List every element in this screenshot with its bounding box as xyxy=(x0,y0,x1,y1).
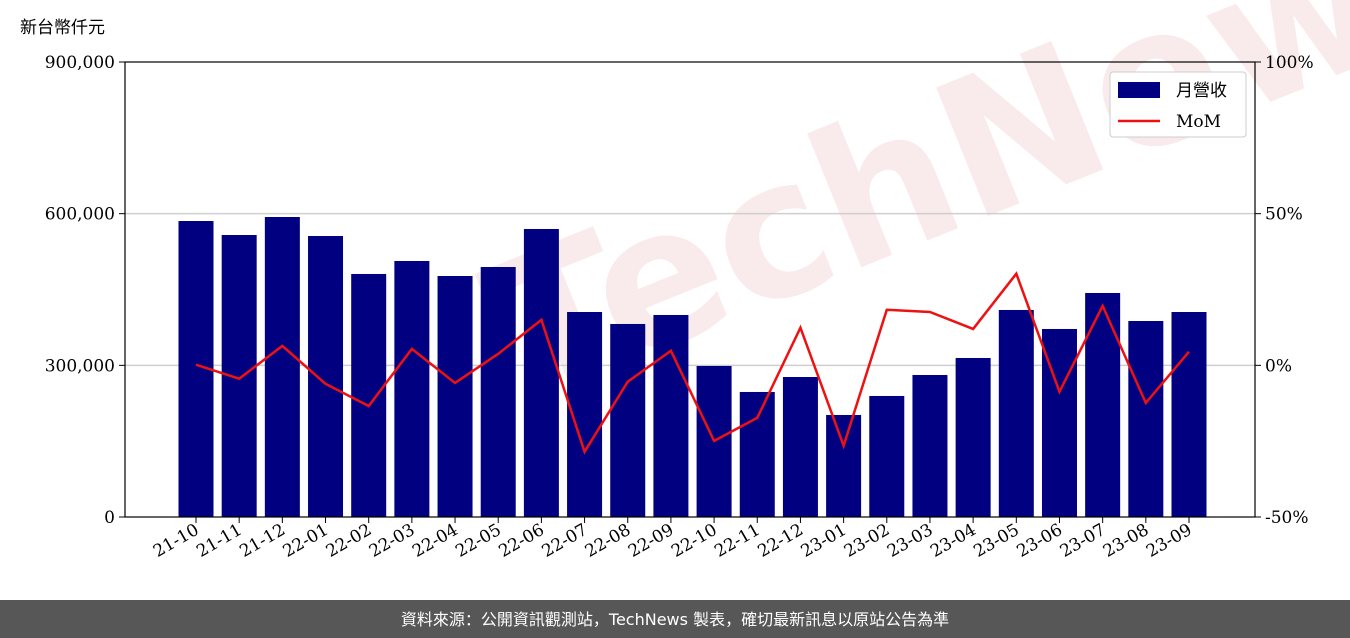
bar xyxy=(437,276,473,517)
plot-frame xyxy=(124,61,1256,518)
legend-label: MoM xyxy=(1176,112,1221,132)
y-axis-label: 新台幣仟元 xyxy=(20,18,105,38)
x-tick-label: 23-09 xyxy=(1143,520,1195,562)
bar xyxy=(998,309,1034,517)
bar xyxy=(653,314,689,517)
x-tick-label: 21-11 xyxy=(193,520,245,562)
bar xyxy=(480,267,516,517)
source-note: 資料來源：公開資訊觀測站，TechNews 製表，確切最新訊息以原站公告為準 xyxy=(401,610,949,629)
x-tick-label: 22-08 xyxy=(582,520,634,562)
legend-swatch xyxy=(1118,82,1160,98)
x-tick-label: 23-08 xyxy=(1100,520,1152,562)
x-tick-label: 22-09 xyxy=(625,520,677,562)
x-tick-label: 23-03 xyxy=(884,520,936,562)
bar xyxy=(955,358,991,517)
y2-tick-label: -50% xyxy=(1265,508,1309,528)
x-tick-label: 23-02 xyxy=(841,520,893,562)
x-tick-label: 23-05 xyxy=(970,520,1022,562)
x-tick-label: 23-04 xyxy=(927,520,979,562)
bar xyxy=(264,217,300,517)
line xyxy=(195,271,1190,455)
y-tick-label: 300,000 xyxy=(45,356,115,376)
bar xyxy=(912,374,948,517)
footer xyxy=(0,600,1350,638)
x-tick-label: 22-12 xyxy=(754,520,806,562)
y-tick-label: 600,000 xyxy=(45,205,115,225)
y-tick-label: 0 xyxy=(104,508,115,528)
x-tick-label: 22-10 xyxy=(668,520,720,562)
x-tick-label: 22-05 xyxy=(452,520,504,562)
bar xyxy=(308,236,344,518)
bar xyxy=(610,323,646,517)
x-tick-label: 22-04 xyxy=(409,520,461,562)
y2-tick-label: 50% xyxy=(1265,205,1303,225)
bar xyxy=(1085,292,1121,517)
bar xyxy=(739,391,775,517)
y-tick-label: 900,000 xyxy=(45,53,115,73)
x-tick-label: 22-11 xyxy=(711,520,763,562)
y2-tick-label: 100% xyxy=(1265,53,1314,73)
bar xyxy=(869,395,905,517)
x-tick-label: 23-06 xyxy=(1014,520,1066,562)
x-tick-label: 21-10 xyxy=(150,520,202,562)
bar xyxy=(394,260,430,517)
bar xyxy=(782,377,818,517)
x-tick-label: 21-12 xyxy=(236,520,288,562)
x-tick-label: 22-07 xyxy=(539,520,591,562)
x-tick-label: 23-01 xyxy=(798,520,850,562)
y2-tick-label: 0% xyxy=(1265,356,1292,376)
bar xyxy=(351,273,387,517)
bar xyxy=(1128,320,1164,517)
bar xyxy=(826,414,862,517)
x-tick-label: 22-06 xyxy=(495,520,547,562)
bar xyxy=(523,228,559,518)
x-tick-label: 22-01 xyxy=(280,520,332,562)
x-tick-label: 22-03 xyxy=(366,520,418,562)
legend-label: 月營收 xyxy=(1176,81,1227,101)
x-tick-label: 23-07 xyxy=(1057,520,1109,562)
bar xyxy=(1171,311,1207,517)
x-tick-label: 22-02 xyxy=(323,520,375,562)
